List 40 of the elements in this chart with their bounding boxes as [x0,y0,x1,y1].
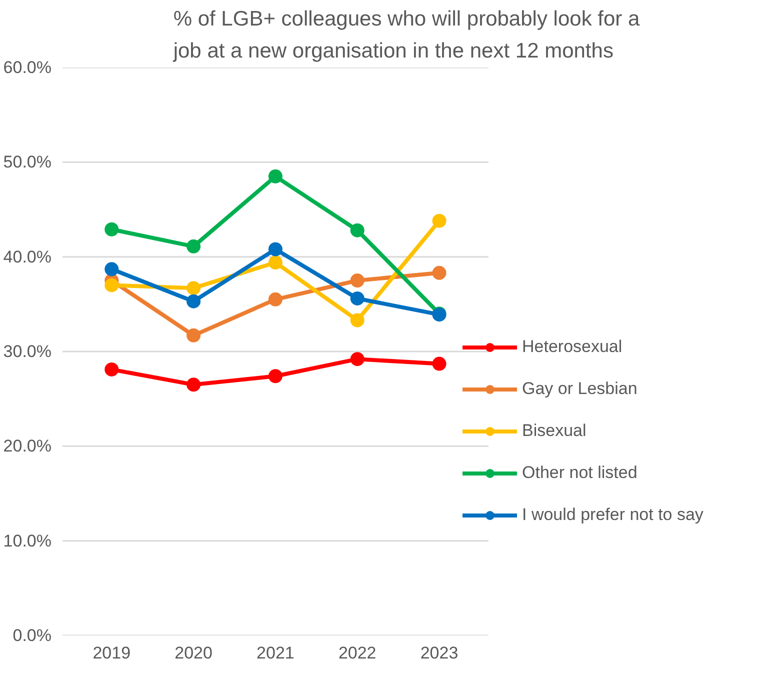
y-tick-label: 30.0% [3,342,52,361]
point [186,378,201,392]
legend-label: Gay or Lesbian [522,379,638,399]
point [268,292,282,306]
y-tick-label: 10.0% [3,531,52,550]
point [104,222,119,236]
y-tick-label: 40.0% [3,247,52,266]
point [268,256,282,270]
y-tick-label: 20.0% [3,436,52,456]
point [268,169,282,184]
point [350,292,364,306]
point [104,262,119,276]
point [186,281,201,296]
legend-label: Bisexual [522,421,586,441]
point [186,294,201,308]
point [104,362,119,376]
chart-title: % of LGB+ colleagues who will probably look for a job at a new organisation in the next 12 months [172,7,640,62]
point [186,239,201,254]
point [104,278,119,292]
point [350,313,364,328]
y-tick-label: 50.0% [3,152,52,172]
x-tick-label: 2019 [92,644,131,662]
point [432,214,446,228]
point [432,356,446,371]
point [268,369,282,384]
x-tick-label: 2023 [420,644,458,662]
point [186,328,201,342]
legend-label: Heterosexual [522,337,622,357]
x-tick-label: 2020 [174,644,212,662]
legend-label: I would prefer not to say [522,505,704,525]
legend-label: Other not listed [522,463,638,483]
x-tick-label: 2021 [256,644,294,662]
y-tick-label: 0.0% [12,626,52,645]
x-tick-label: 2022 [338,644,376,662]
point [350,274,364,288]
point [268,242,282,256]
point [432,266,446,280]
point [350,352,364,366]
y-tick-label: 60.0% [3,58,52,77]
point [350,223,364,238]
